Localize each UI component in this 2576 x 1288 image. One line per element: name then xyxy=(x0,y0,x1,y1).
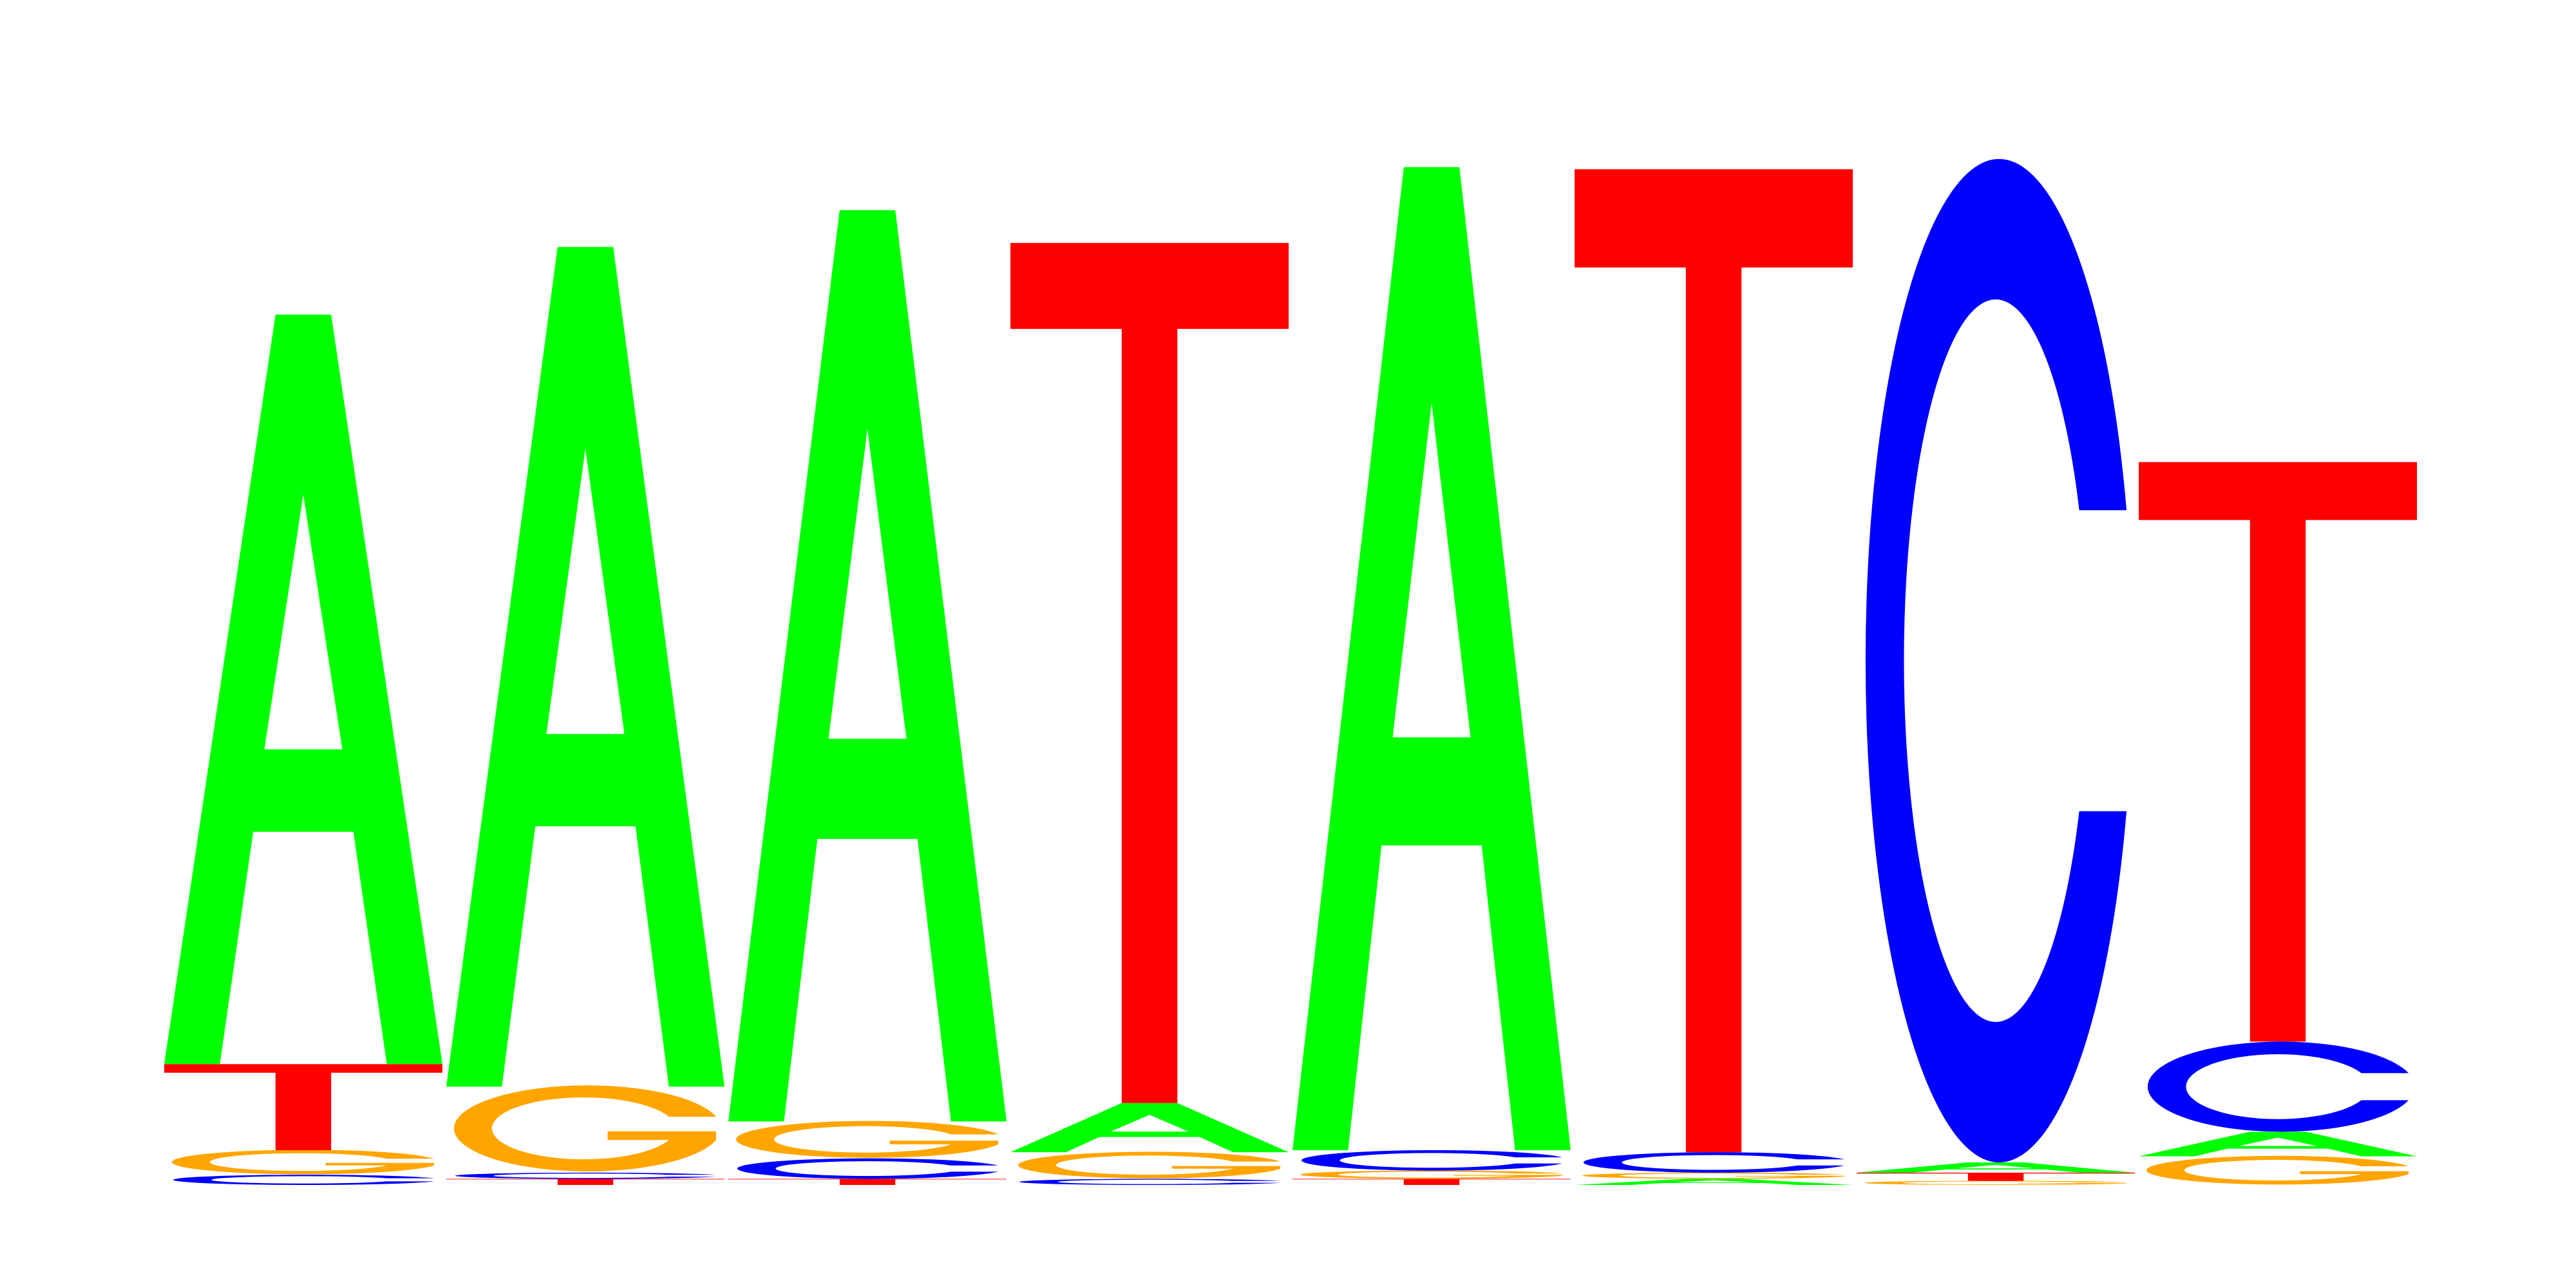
letter-a xyxy=(2139,1132,2417,1157)
letter-t xyxy=(1293,1179,1571,1185)
logo-position-7 xyxy=(1857,158,2135,1185)
logo-position-1 xyxy=(164,314,442,1185)
letter-g xyxy=(454,1085,717,1171)
letter-g xyxy=(172,1150,435,1175)
letter-t xyxy=(2139,462,2417,1042)
letter-a xyxy=(728,210,1007,1122)
logo-position-8 xyxy=(2139,462,2417,1185)
letter-g xyxy=(1300,1170,1563,1179)
logo-position-4 xyxy=(1010,243,1289,1185)
letter-g xyxy=(1018,1151,1281,1179)
letter-g xyxy=(1864,1180,2127,1185)
letter-stacks xyxy=(164,158,2417,1185)
logo-position-6 xyxy=(1575,169,1853,1185)
logo-position-3 xyxy=(728,210,1007,1185)
logo-position-2 xyxy=(446,247,724,1185)
letter-g xyxy=(2146,1155,2409,1185)
letter-a xyxy=(1010,1103,1289,1153)
letter-t xyxy=(1010,243,1289,1103)
letter-g xyxy=(1582,1172,1845,1179)
letter-t xyxy=(728,1179,1007,1185)
letter-t xyxy=(164,1064,442,1150)
letter-a xyxy=(1293,167,1571,1150)
letter-t xyxy=(1857,1172,2135,1181)
logo-position-5 xyxy=(1293,167,1571,1185)
letter-a xyxy=(1857,1162,2135,1173)
letter-t xyxy=(1575,169,1853,1153)
letter-a xyxy=(1575,1179,1853,1185)
letter-t xyxy=(446,1179,724,1185)
letter-a xyxy=(446,247,724,1087)
letter-g xyxy=(736,1121,999,1158)
letter-a xyxy=(164,314,442,1065)
